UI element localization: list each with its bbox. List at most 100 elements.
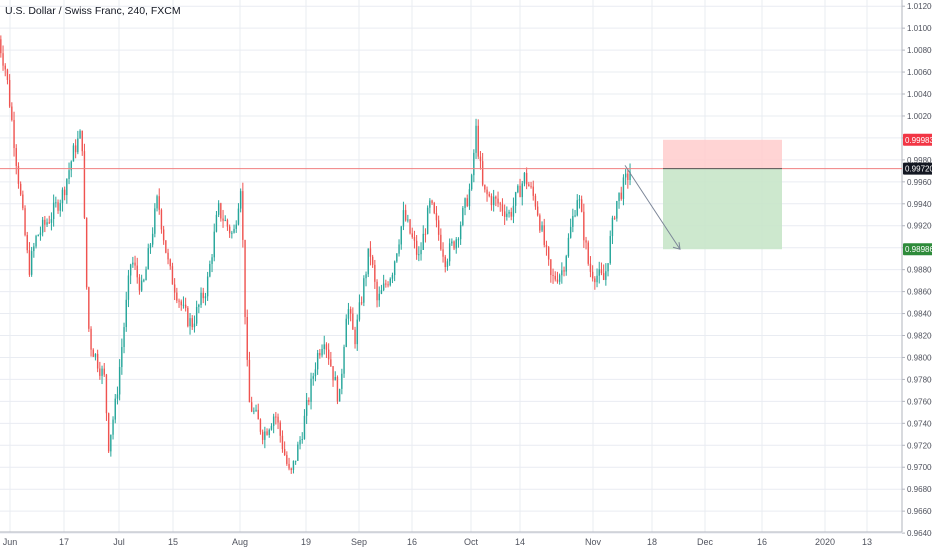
candle-body bbox=[125, 299, 127, 328]
candle-body bbox=[583, 211, 585, 241]
candle-body bbox=[191, 318, 193, 328]
candle-body bbox=[374, 264, 376, 282]
candle-body bbox=[123, 327, 125, 348]
candle-body bbox=[613, 217, 616, 219]
candle-body bbox=[173, 284, 176, 293]
candle-body bbox=[217, 203, 220, 215]
candle-body bbox=[250, 402, 253, 412]
candle-body bbox=[534, 195, 537, 207]
candle-body bbox=[202, 292, 204, 299]
candle-body bbox=[288, 463, 290, 469]
candle-body bbox=[558, 275, 561, 282]
candle-body bbox=[277, 416, 279, 423]
y-tick-label: 1.00400 bbox=[907, 90, 932, 99]
candle-body bbox=[193, 323, 196, 328]
candle-body bbox=[169, 259, 171, 267]
candle-body bbox=[264, 431, 266, 440]
y-tick-label: 0.99800 bbox=[907, 156, 932, 165]
candle-body bbox=[600, 269, 603, 274]
candle-body bbox=[213, 231, 215, 258]
candle-body bbox=[310, 378, 312, 402]
candle-body bbox=[596, 275, 598, 283]
candle-body bbox=[41, 219, 44, 233]
candle-body bbox=[180, 301, 182, 306]
candle-body bbox=[464, 198, 466, 208]
candle-body bbox=[35, 236, 37, 247]
stop-loss-price-label: 0.99983 bbox=[905, 136, 932, 145]
candle-body bbox=[510, 211, 512, 217]
candle-body bbox=[171, 266, 174, 285]
candle-body bbox=[512, 205, 515, 217]
candle-body bbox=[187, 307, 189, 327]
candle-body bbox=[72, 145, 75, 162]
candle-body bbox=[444, 256, 446, 267]
candle-body bbox=[79, 130, 81, 139]
candle-body bbox=[437, 220, 440, 235]
candle-body bbox=[198, 304, 200, 307]
candle-body bbox=[519, 185, 521, 198]
candle-body bbox=[281, 435, 284, 450]
candle-body bbox=[572, 215, 574, 227]
candle-body bbox=[609, 236, 611, 264]
candle-body bbox=[459, 224, 462, 240]
take-profit-price-label: 0.98986 bbox=[905, 245, 932, 254]
candle-body bbox=[376, 281, 378, 301]
candle-body bbox=[154, 208, 156, 234]
candle-body bbox=[488, 194, 490, 196]
candle-body bbox=[387, 284, 389, 286]
candle-body bbox=[490, 195, 493, 206]
candle-body bbox=[530, 186, 532, 188]
candle-body bbox=[616, 200, 618, 219]
candle-body bbox=[341, 373, 343, 389]
x-tick-label: 18 bbox=[647, 537, 657, 547]
y-tick-label: 1.00600 bbox=[907, 68, 932, 77]
candle-body bbox=[220, 203, 222, 219]
candle-body bbox=[257, 409, 259, 420]
candle-body bbox=[594, 278, 596, 283]
candle-body bbox=[314, 369, 317, 377]
candle-body bbox=[433, 203, 435, 214]
x-tick-label: Nov bbox=[585, 537, 602, 547]
candle-body bbox=[336, 377, 339, 402]
candle-body bbox=[292, 460, 295, 470]
candle-body bbox=[209, 263, 211, 277]
candle-body bbox=[228, 226, 231, 234]
candle-body bbox=[83, 151, 86, 218]
candle-body bbox=[272, 416, 275, 427]
candle-body bbox=[308, 400, 310, 402]
candle-body bbox=[523, 172, 526, 184]
candle-body bbox=[297, 444, 299, 461]
candle-body bbox=[110, 434, 112, 452]
candle-body bbox=[525, 172, 528, 185]
candle-body bbox=[22, 194, 24, 209]
candle-body bbox=[156, 196, 158, 209]
candle-body bbox=[431, 200, 433, 204]
candle-body bbox=[13, 119, 15, 149]
candle-body bbox=[391, 275, 394, 279]
candle-body bbox=[2, 53, 4, 66]
candle-body bbox=[114, 398, 116, 420]
candle-body bbox=[116, 394, 119, 399]
candle-body bbox=[404, 210, 407, 221]
candle-body bbox=[602, 273, 605, 280]
candle-body bbox=[539, 215, 541, 231]
candle-body bbox=[286, 454, 288, 464]
candle-body bbox=[349, 309, 352, 314]
candle-body bbox=[37, 235, 39, 237]
candle-body bbox=[552, 274, 554, 276]
candle-body bbox=[184, 304, 187, 308]
candle-body bbox=[398, 244, 400, 254]
y-tick-label: 1.00800 bbox=[907, 46, 932, 55]
candle-body bbox=[622, 177, 625, 199]
candle-body bbox=[499, 203, 501, 205]
candle-body bbox=[55, 202, 57, 204]
candle-body bbox=[413, 237, 416, 241]
candle-body bbox=[517, 185, 519, 193]
